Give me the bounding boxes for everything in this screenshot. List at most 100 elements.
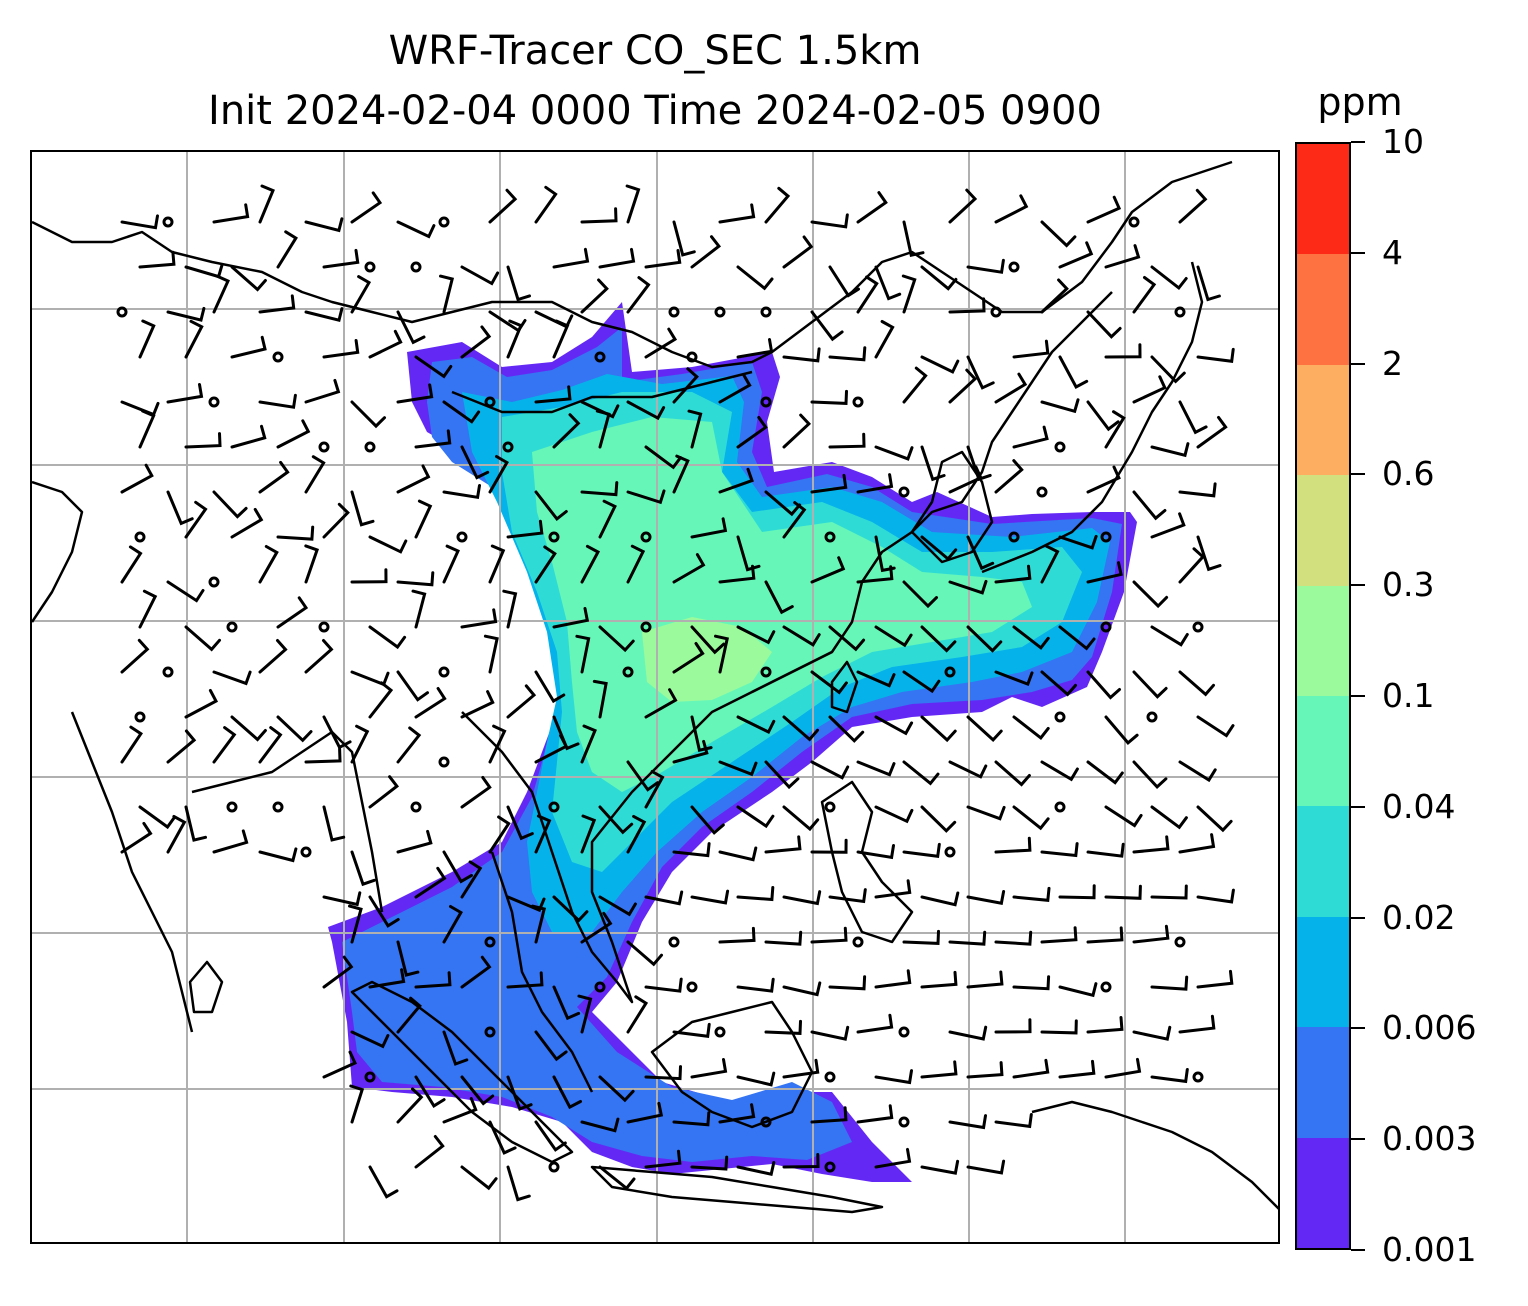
calm-wind-marker	[300, 846, 312, 858]
wind-barb	[483, 634, 499, 674]
wind-barb	[414, 429, 452, 449]
wind-barb	[442, 905, 463, 944]
wind-barb	[718, 926, 756, 944]
wind-barb	[828, 888, 867, 904]
calm-wind-marker	[162, 666, 174, 678]
wind-barb	[120, 821, 153, 854]
wind-barb	[120, 463, 154, 494]
wind-barb	[1040, 760, 1079, 782]
wind-barb	[348, 904, 363, 944]
wind-barb	[442, 1097, 478, 1124]
wind-barb	[690, 1155, 729, 1171]
wind-barb	[1132, 835, 1170, 854]
wind-barb	[626, 814, 647, 854]
calm-wind-marker	[760, 396, 772, 408]
wind-barb	[1132, 375, 1167, 404]
wind-barb	[902, 366, 928, 404]
wind-barb	[920, 891, 960, 907]
wind-barb	[460, 1165, 498, 1191]
wind-barb	[966, 805, 1006, 821]
wind-barb	[920, 625, 957, 653]
wind-barb	[304, 639, 334, 674]
calm-wind-marker	[438, 756, 450, 768]
wind-barb	[828, 432, 866, 449]
wind-barb	[714, 634, 729, 674]
colorbar-tick	[1351, 695, 1365, 697]
wind-barb	[690, 889, 730, 905]
colorbar-segment	[1297, 1137, 1349, 1248]
wind-barb	[1040, 220, 1077, 248]
wind-barb	[782, 1153, 820, 1169]
wind-barb	[810, 473, 848, 494]
wind-barb	[687, 409, 703, 449]
wind-barb	[258, 184, 275, 224]
wind-barb	[580, 400, 620, 419]
coastline-india	[32, 480, 84, 623]
wind-barb	[1196, 888, 1235, 904]
map-panel	[30, 150, 1280, 1244]
calm-wind-marker	[318, 621, 330, 633]
wind-barb	[718, 203, 756, 224]
wind-barb	[672, 1111, 711, 1127]
wind-barb	[488, 544, 506, 584]
wind-barb	[1012, 715, 1050, 741]
wind-barb	[212, 203, 250, 224]
wind-barb	[396, 464, 431, 494]
wind-barb	[948, 368, 978, 404]
wind-barb	[350, 490, 375, 527]
wind-barb	[396, 571, 435, 587]
wind-barb	[258, 294, 296, 314]
calm-wind-marker	[640, 621, 652, 633]
wind-barb	[1196, 969, 1234, 989]
wind-barb	[580, 544, 601, 584]
wind-barb	[828, 975, 867, 991]
wind-barb	[736, 265, 774, 291]
wind-barb	[230, 265, 267, 292]
calm-wind-marker	[1192, 621, 1204, 633]
wind-barb	[506, 319, 523, 359]
calm-wind-marker	[668, 306, 680, 318]
coastline-india-east	[70, 711, 194, 1033]
calm-wind-marker	[852, 396, 864, 408]
wind-barb	[258, 460, 290, 494]
wind-barb	[810, 670, 848, 695]
wind-barb	[1196, 415, 1228, 449]
wind-barb	[1040, 398, 1080, 414]
calm-wind-marker	[898, 1026, 910, 1038]
wind-barb	[1178, 188, 1208, 224]
wind-barb	[920, 805, 957, 833]
wind-barb	[1132, 276, 1157, 314]
wind-barb	[1178, 760, 1217, 783]
wind-barb	[577, 994, 593, 1034]
wind-barb	[920, 445, 946, 482]
wind-barb	[439, 274, 455, 314]
calm-wind-marker	[364, 1071, 376, 1083]
wind-barb	[920, 535, 958, 562]
wind-barb	[322, 339, 360, 359]
wind-barb	[212, 490, 248, 519]
wind-barb	[368, 535, 408, 554]
wind-barb	[138, 250, 176, 269]
wind-barb	[368, 895, 400, 928]
colorbar-segment	[1297, 364, 1349, 476]
wind-barb	[1086, 842, 1125, 858]
chart-title-line2: Init 2024-02-04 0000 Time 2024-02-05 090…	[208, 88, 1102, 134]
calm-wind-marker	[594, 351, 606, 363]
wind-barb	[276, 525, 315, 541]
wind-barb	[626, 489, 666, 505]
wind-barb	[368, 1165, 399, 1199]
wind-barb	[414, 1135, 445, 1169]
wind-barb	[396, 310, 426, 345]
wind-barb	[718, 373, 752, 404]
wind-barb	[966, 535, 995, 571]
wind-barb	[948, 188, 978, 224]
wind-barb	[920, 1159, 960, 1175]
calm-wind-marker	[1054, 801, 1066, 813]
wind-barb	[534, 734, 569, 764]
wind-barb	[120, 214, 159, 230]
calm-wind-marker	[898, 1116, 910, 1128]
wind-barb	[644, 445, 682, 470]
calm-wind-marker	[1128, 216, 1140, 228]
calm-wind-marker	[1054, 441, 1066, 453]
wind-barb	[414, 866, 447, 899]
